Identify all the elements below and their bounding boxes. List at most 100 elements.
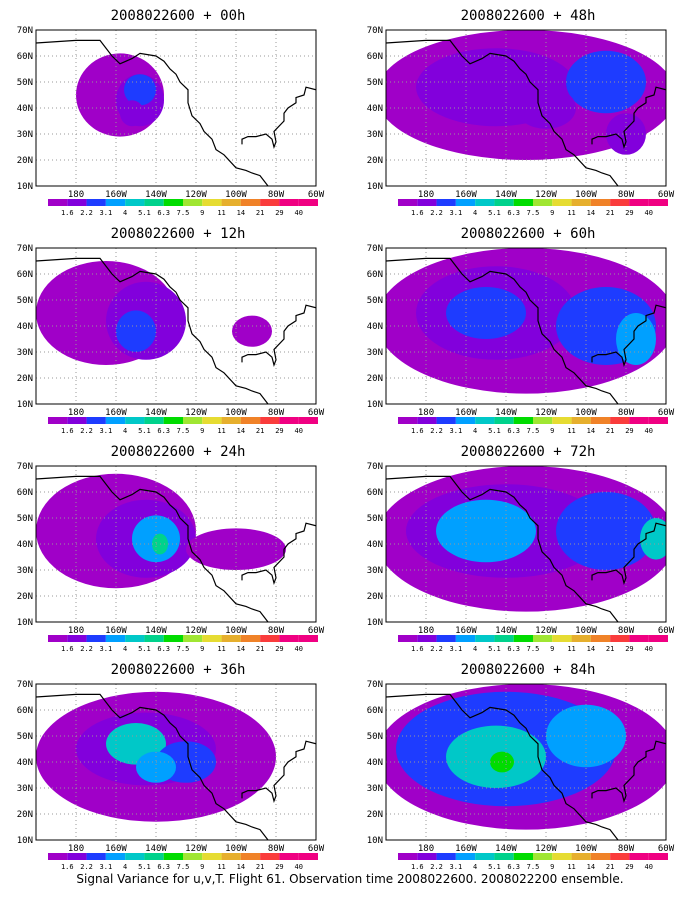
x-tick-label: 100W: [225, 626, 247, 636]
colorbar-label: 9: [550, 209, 554, 216]
colorbar-swatch: [48, 635, 68, 642]
colorbar-label: 2.2: [80, 863, 93, 870]
colorbar-swatch: [202, 417, 222, 424]
y-tick-label: 30N: [17, 130, 33, 140]
colorbar-label: 40: [294, 863, 302, 870]
x-tick-label: 140W: [495, 626, 517, 636]
colorbar-swatch: [513, 853, 533, 860]
x-tick-label: 180: [68, 626, 84, 636]
colorbar-swatch: [260, 199, 280, 206]
colorbar-label: 21: [606, 863, 614, 870]
colorbar-label: 2.2: [430, 427, 443, 434]
y-tick-label: 70N: [17, 26, 33, 36]
x-tick-label: 140W: [495, 190, 517, 200]
colorbar-swatch: [260, 635, 280, 642]
colorbar-label: 11: [567, 645, 575, 652]
y-tick-label: 70N: [367, 244, 383, 254]
colorbar-swatch: [183, 199, 203, 206]
colorbar-swatch: [590, 199, 611, 206]
colorbar-swatch: [240, 199, 261, 206]
x-tick-label: 100W: [225, 408, 247, 418]
colorbar-swatch: [494, 853, 514, 860]
x-tick-label: 60W: [308, 844, 325, 854]
x-tick-label: 160W: [105, 408, 127, 418]
x-tick-label: 80W: [618, 626, 635, 636]
colorbar-swatch: [240, 635, 261, 642]
y-tick-label: 10N: [367, 836, 383, 846]
colorbar-label: 6.3: [157, 863, 170, 870]
x-tick-label: 80W: [268, 844, 285, 854]
colorbar-swatch: [533, 853, 553, 860]
coastline: [386, 475, 619, 622]
colorbar-label: 6.3: [507, 209, 520, 216]
colorbar-swatch: [552, 635, 572, 642]
colorbar-swatch: [260, 853, 280, 860]
colorbar-swatch: [571, 635, 591, 642]
colorbar: 1.6 2.2 3.1 4 5.1 6.3 7.5 9 11 14 21 29 40: [398, 635, 668, 652]
y-tick-label: 30N: [367, 566, 383, 576]
colorbar-label: 14: [587, 863, 595, 870]
colorbar-swatch: [475, 417, 495, 424]
y-tick-label: 50N: [17, 296, 33, 306]
colorbar-swatch: [163, 635, 183, 642]
x-tick-label: 160W: [455, 844, 477, 854]
x-tick-label: 180: [68, 844, 84, 854]
colorbar-label: 40: [294, 645, 302, 652]
coastline: [241, 740, 316, 803]
coastline: [591, 304, 666, 367]
y-tick-label: 20N: [17, 592, 33, 602]
y-tick-label: 50N: [17, 514, 33, 524]
colorbar-swatch: [648, 853, 668, 860]
y-tick-label: 40N: [17, 322, 33, 332]
colorbar-label: 6.3: [507, 645, 520, 652]
colorbar-swatch: [475, 199, 495, 206]
map-panel: 2008022600 + 36h 10N 20N 30N 40N 50N 60N 70N 180…: [17, 662, 328, 870]
x-tick-label: 100W: [575, 408, 597, 418]
map-panel: 2008022600 + 00h 10N 20N 30N 40N 50N 60N 70N 180…: [17, 8, 328, 216]
colorbar-label: 7.5: [527, 427, 540, 434]
x-tick-label: 160W: [105, 844, 127, 854]
variance-contour: [556, 492, 656, 570]
x-tick-label: 80W: [268, 190, 285, 200]
colorbar-label: 9: [200, 209, 204, 216]
map-panel: 2008022600 + 48h 10N 20N 30N 40N 50N 60N 70N 180…: [367, 8, 678, 216]
colorbar-label: 6.3: [507, 427, 520, 434]
colorbar-swatch: [610, 417, 630, 424]
colorbar-label: 14: [237, 427, 245, 434]
colorbar-label: 6.3: [507, 863, 520, 870]
y-tick-label: 10N: [17, 182, 33, 192]
y-tick-label: 50N: [367, 78, 383, 88]
colorbar-swatch: [552, 417, 572, 424]
x-tick-label: 140W: [145, 844, 167, 854]
colorbar-swatch: [571, 199, 591, 206]
x-tick-label: 120W: [185, 626, 207, 636]
x-tick-label: 80W: [268, 408, 285, 418]
colorbar-swatch: [183, 417, 203, 424]
map-plot: 10N 20N 30N 40N 50N 60N 70N 180 160W 140W 120W 100W…: [17, 680, 325, 854]
colorbar-swatch: [436, 635, 456, 642]
colorbar-swatch: [533, 635, 553, 642]
y-tick-label: 20N: [367, 592, 383, 602]
plot-frame: [35, 683, 317, 841]
colorbar-swatch: [298, 853, 318, 860]
y-tick-label: 60N: [17, 270, 33, 280]
colorbar-swatch: [398, 635, 418, 642]
plot-frame: [385, 683, 667, 841]
colorbar-swatch: [125, 417, 145, 424]
x-tick-label: 60W: [658, 408, 675, 418]
colorbar-label: 40: [644, 645, 652, 652]
y-tick-label: 20N: [367, 156, 383, 166]
colorbar-label: 4: [473, 427, 477, 434]
colorbar-label: 3.1: [100, 427, 113, 434]
variance-contour: [232, 315, 272, 347]
x-tick-label: 60W: [658, 626, 675, 636]
plot-frame: [385, 465, 667, 623]
coastline: [386, 257, 619, 404]
colorbar-swatch: [610, 853, 630, 860]
colorbar-swatch: [417, 635, 437, 642]
colorbar-label: 3.1: [450, 427, 463, 434]
colorbar-swatch: [279, 199, 299, 206]
y-tick-label: 60N: [17, 488, 33, 498]
colorbar-label: 11: [217, 427, 225, 434]
colorbar-label: 4: [473, 863, 477, 870]
